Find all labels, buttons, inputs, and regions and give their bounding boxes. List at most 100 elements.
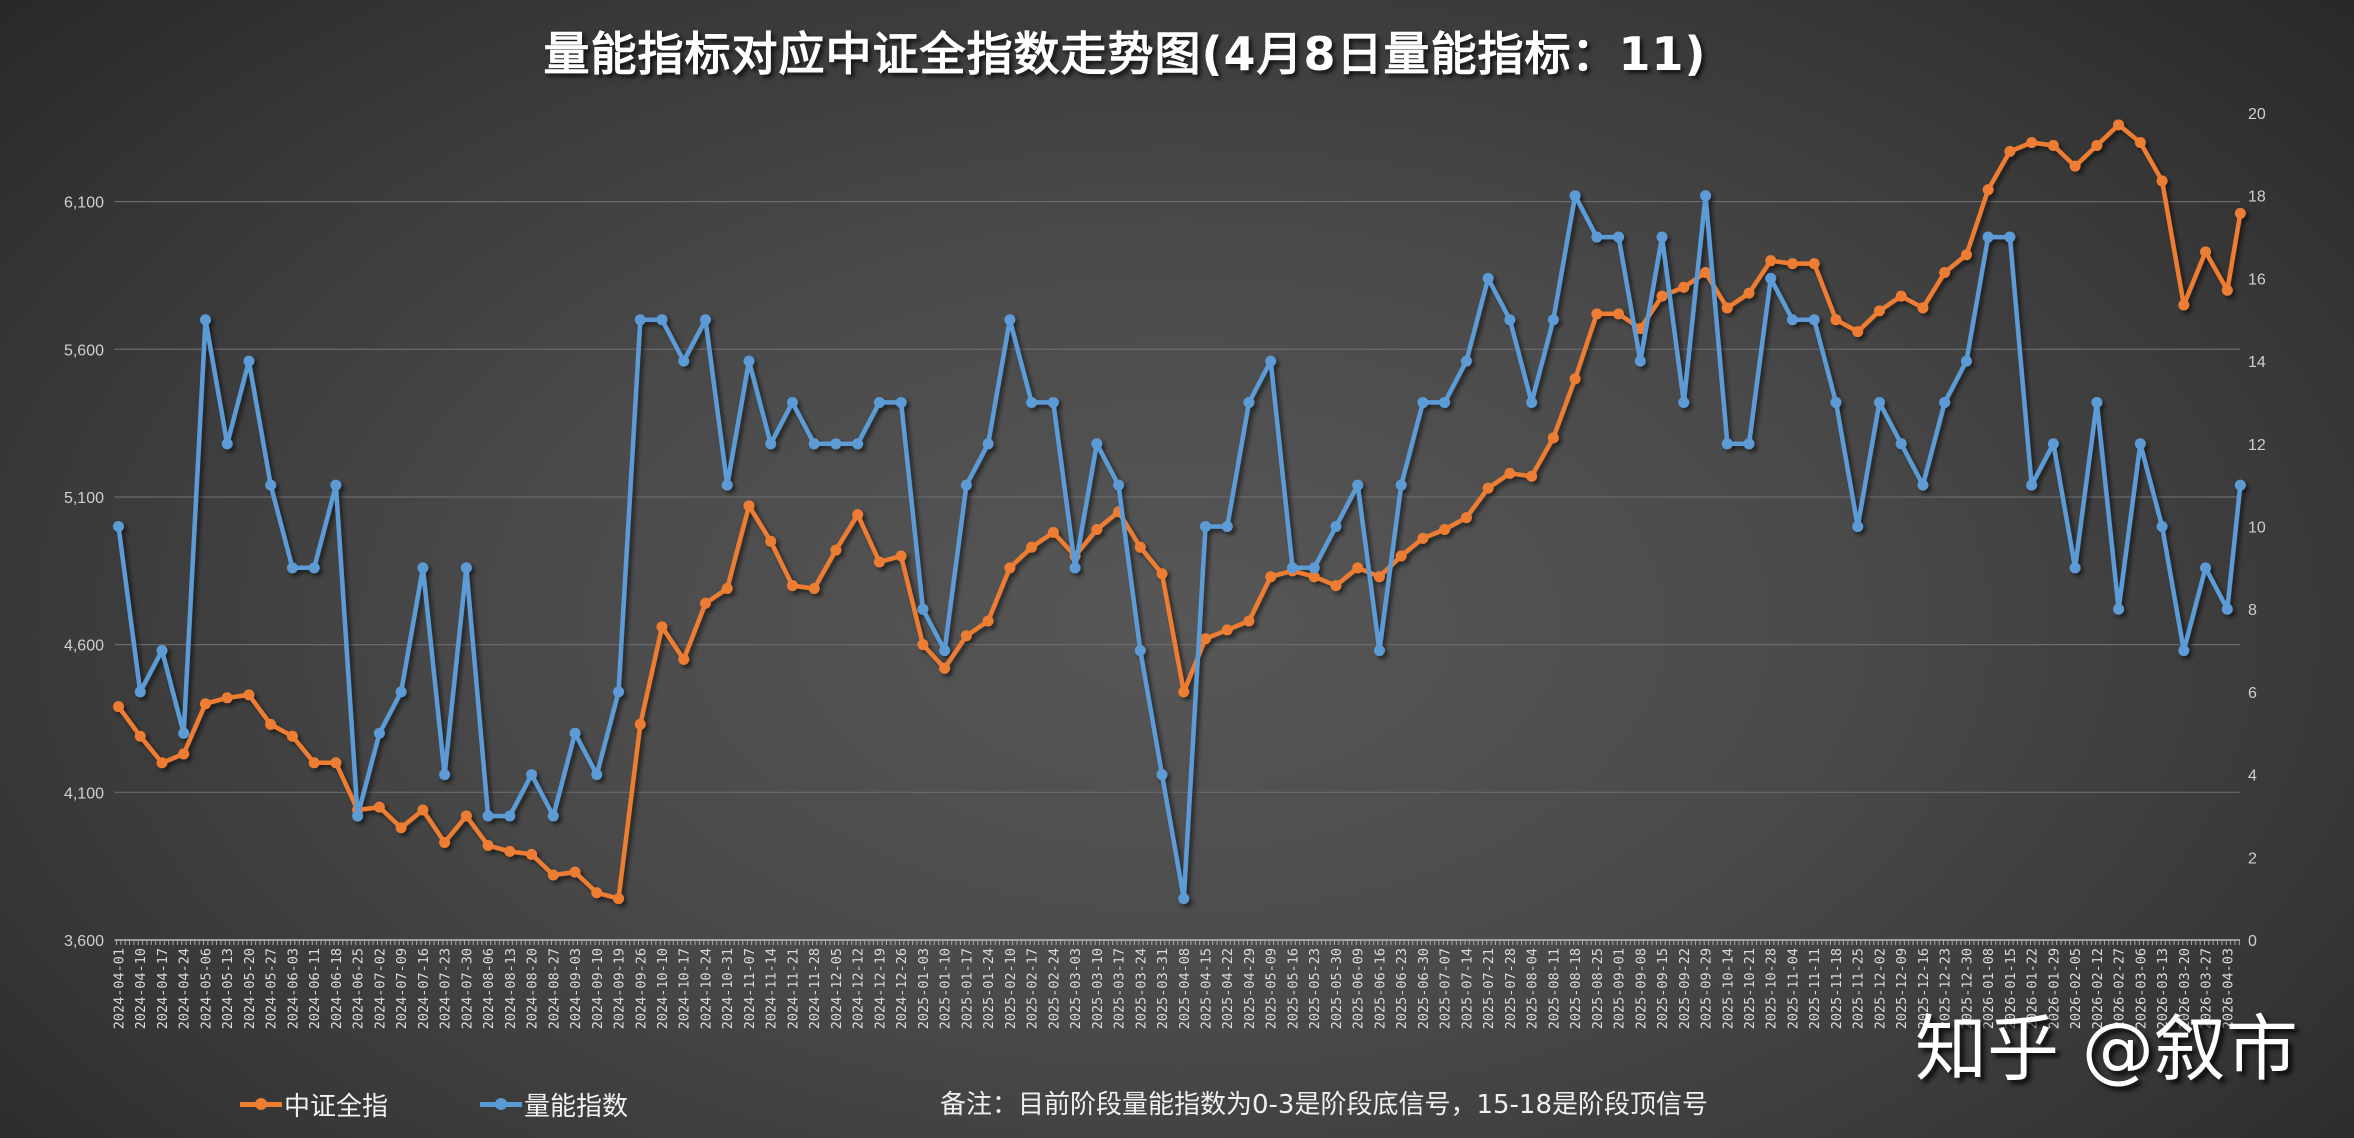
data-point <box>1026 541 1038 553</box>
data-point <box>917 639 929 651</box>
data-point <box>134 686 146 698</box>
x-tick-label: 2024-11-28 <box>807 948 823 1029</box>
data-point <box>1656 290 1668 302</box>
series-line <box>116 122 2243 901</box>
left-axis-ticks: 3,600 4,100 4,600 5,100 5,600 6,100 <box>64 195 104 950</box>
x-tick-label: 2026-02-12 <box>2090 948 2106 1029</box>
x-tick-label: 2024-12-19 <box>872 948 888 1029</box>
data-point <box>1243 396 1255 408</box>
x-tick-label: 2025-02-17 <box>1025 948 1041 1029</box>
x-axis: 2024-04-01 2024-04-10 2024-04-17 2024-04-24… <box>112 939 2240 1029</box>
data-point <box>482 839 494 851</box>
x-tick-label: 2024-05-06 <box>198 948 214 1029</box>
data-point <box>786 396 798 408</box>
x-tick-label: 2024-11-07 <box>742 948 758 1029</box>
data-point <box>2113 603 2125 615</box>
data-point <box>895 550 907 562</box>
right-tick-label: 12 <box>2248 437 2266 454</box>
right-tick-label: 2 <box>2248 850 2257 867</box>
x-tick-label: 2024-11-21 <box>785 948 801 1029</box>
data-point <box>569 727 581 739</box>
data-point <box>2200 562 2212 574</box>
data-point <box>765 438 777 450</box>
data-point <box>482 810 494 822</box>
data-point <box>852 438 864 450</box>
x-tick-label: 2024-12-26 <box>894 948 910 1029</box>
data-point <box>1743 287 1755 299</box>
data-point <box>395 822 407 834</box>
right-tick-label: 20 <box>2248 106 2266 123</box>
data-point <box>1678 281 1690 293</box>
x-tick-label: 2025-02-10 <box>1003 948 1019 1029</box>
data-point <box>1830 396 1842 408</box>
x-tick-label: 2025-07-07 <box>1438 948 1454 1029</box>
x-tick-label: 2026-03-13 <box>2155 948 2171 1029</box>
data-point <box>1830 314 1842 326</box>
data-point <box>547 810 559 822</box>
x-tick-label: 2025-05-30 <box>1329 948 1345 1029</box>
data-point <box>178 748 190 760</box>
data-point <box>308 757 320 769</box>
data-point <box>1808 258 1820 270</box>
x-tick-label: 2026-02-27 <box>2112 948 2128 1029</box>
data-point <box>308 562 320 574</box>
data-point <box>1917 302 1929 314</box>
x-tick-label: 2025-12-02 <box>1872 948 1888 1029</box>
data-point <box>678 653 690 665</box>
data-point <box>395 686 407 698</box>
data-point <box>1352 479 1364 491</box>
data-point <box>417 804 429 816</box>
x-tick-label: 2025-05-09 <box>1264 948 1280 1029</box>
data-point <box>1613 308 1625 320</box>
data-point <box>199 698 211 710</box>
series-line <box>116 193 2243 901</box>
data-point <box>1113 479 1125 491</box>
data-point <box>1765 272 1777 284</box>
data-point <box>2026 479 2038 491</box>
data-point <box>786 580 798 592</box>
data-point <box>1417 396 1429 408</box>
data-point <box>656 314 668 326</box>
data-point <box>1547 314 1559 326</box>
legend-label: 量能指数 <box>524 1092 629 1122</box>
x-tick-label: 2025-12-23 <box>1938 948 1954 1029</box>
x-tick-label: 2024-07-02 <box>372 948 388 1029</box>
data-point <box>265 479 277 491</box>
data-point <box>1786 314 1798 326</box>
data-point <box>1178 893 1190 905</box>
x-tick-label: 2025-05-16 <box>1285 948 1301 1029</box>
data-point <box>1526 470 1538 482</box>
legend-swatch-orange <box>240 1098 282 1110</box>
x-tick-label: 2025-04-22 <box>1220 948 1236 1029</box>
data-point <box>504 845 516 857</box>
data-point <box>1960 249 1972 261</box>
x-tick-label: 2025-09-22 <box>1677 948 1693 1029</box>
data-point <box>2047 438 2059 450</box>
x-tick-label: 2025-06-23 <box>1394 948 1410 1029</box>
x-tick-label: 2024-09-03 <box>568 948 584 1029</box>
data-point <box>1743 438 1755 450</box>
data-point <box>221 692 233 704</box>
data-point <box>547 869 559 881</box>
left-tick-label: 5,600 <box>64 342 104 359</box>
data-point <box>1352 562 1364 574</box>
x-tick-label: 2025-11-11 <box>1807 948 1823 1029</box>
data-point <box>460 562 472 574</box>
x-tick-label: 2024-06-25 <box>351 948 367 1029</box>
x-tick-label: 2025-09-15 <box>1655 948 1671 1029</box>
data-point <box>243 689 255 701</box>
x-tick-label: 2024-08-13 <box>503 948 519 1029</box>
right-axis-ticks: 0 2 4 6 8 10 12 14 16 18 20 <box>2248 106 2266 950</box>
x-tick-label: 2024-04-24 <box>177 948 193 1029</box>
left-tick-label: 6,100 <box>64 195 104 212</box>
x-tick-label: 2024-07-16 <box>416 948 432 1029</box>
data-point <box>1395 550 1407 562</box>
x-tick-label: 2025-10-28 <box>1764 948 1780 1029</box>
x-tick-label: 2025-11-04 <box>1785 948 1801 1029</box>
data-point <box>2221 603 2233 615</box>
data-point <box>2134 438 2146 450</box>
data-point <box>526 769 538 781</box>
watermark: 知乎 @叙市 <box>1915 1007 2298 1091</box>
x-tick-label: 2025-08-11 <box>1546 948 1562 1029</box>
left-tick-label: 4,600 <box>64 638 104 655</box>
